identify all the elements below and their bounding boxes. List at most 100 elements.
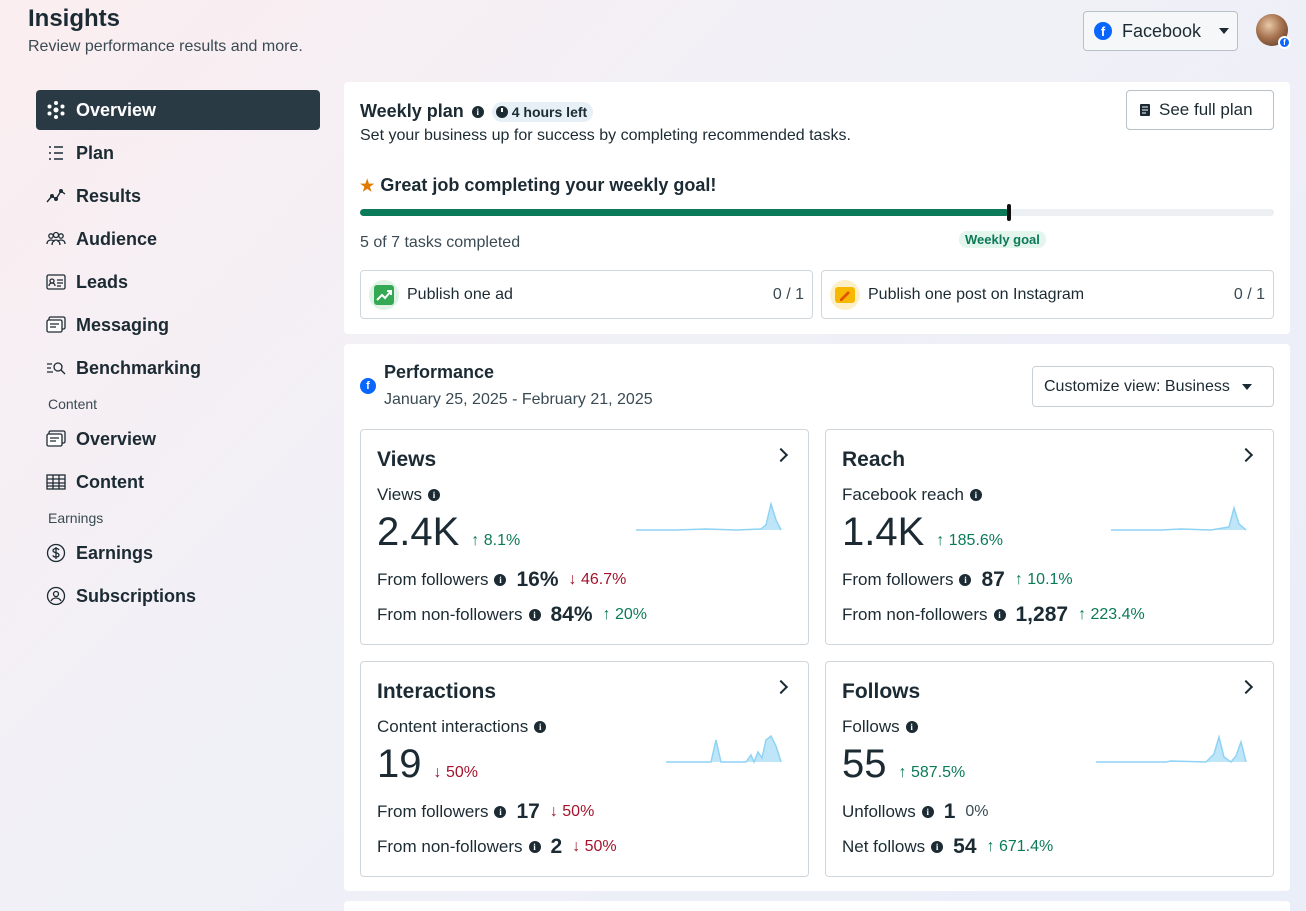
sidebar-item-messaging[interactable]: Messaging (36, 305, 320, 345)
row-label: Net follows (842, 837, 926, 856)
info-icon[interactable]: i (905, 721, 918, 733)
next-card-edge (344, 901, 1290, 911)
caret-down-icon (1241, 383, 1252, 390)
metric-value: 2.4K ↑ 8.1% (377, 510, 520, 555)
from-followers-row: From followers i 16% ↓ 46.7% (377, 568, 626, 592)
metric-label-text: Follows (842, 717, 900, 736)
row-delta: ↓ 50% (549, 803, 595, 820)
info-icon[interactable]: i (494, 574, 507, 586)
info-icon[interactable]: i (921, 806, 934, 818)
sidebar-item-content-overview[interactable]: Overview (36, 419, 320, 459)
info-icon[interactable]: i (969, 489, 982, 501)
row-delta: ↑ 20% (602, 606, 647, 623)
sidebar-item-leads[interactable]: Leads (36, 262, 320, 302)
metric-label: Views i (377, 485, 441, 505)
facebook-icon: f (360, 378, 376, 394)
avatar[interactable]: f (1256, 14, 1291, 49)
net-follows-row: Net follows i 54 ↑ 671.4% (842, 835, 1053, 859)
info-icon[interactable]: i (931, 841, 944, 853)
task-publish-ad[interactable]: Publish one ad 0 / 1 (360, 270, 813, 319)
trending-chart-icon (369, 279, 399, 310)
row-value: 54 (953, 835, 977, 858)
from-non-followers-row: From non-followers i 2 ↓ 50% (377, 835, 617, 859)
info-icon[interactable]: i (494, 806, 507, 818)
subscriptions-icon (46, 586, 66, 606)
content-overview-icon (46, 429, 66, 449)
goal-message-text: Great job completing your weekly goal! (380, 175, 717, 195)
task-label: Publish one post on Instagram (868, 285, 1085, 303)
task-count: 0 / 1 (772, 285, 804, 303)
from-followers-row: From followers i 87 ↑ 10.1% (842, 568, 1073, 592)
star-icon: ★ (360, 177, 375, 195)
reach-card[interactable]: Reach Facebook reach i 1.4K ↑ 185.6% From … (825, 429, 1274, 645)
facebook-badge-icon: f (1278, 36, 1291, 49)
metric-value-number: 19 (377, 742, 422, 786)
metric-delta: ↑ 587.5% (898, 764, 966, 781)
goal-message: ★ Great job completing your weekly goal! (360, 175, 716, 196)
metric-label: Follows i (842, 717, 918, 737)
sidebar-item-subscriptions[interactable]: Subscriptions (36, 576, 320, 616)
row-label: From followers (842, 570, 954, 589)
pencil-post-icon (830, 279, 860, 310)
info-icon[interactable]: i (471, 105, 484, 118)
caret-down-icon (1219, 28, 1230, 34)
facebook-icon: f (1094, 22, 1112, 40)
weekly-plan-card: Weekly plan i 4 hours left Set your busi… (344, 82, 1290, 334)
sidebar-item-label: Overview (76, 428, 157, 449)
card-title: Views (377, 448, 437, 471)
customize-view-dropdown[interactable]: Customize view: Business (1032, 366, 1274, 407)
sidebar-item-label: Benchmarking (76, 357, 202, 378)
row-label: From non-followers (377, 605, 523, 624)
row-value: 2 (550, 835, 563, 858)
info-icon[interactable]: i (528, 609, 541, 621)
interactions-sparkline (666, 734, 782, 764)
benchmarking-icon (46, 358, 66, 378)
info-icon[interactable]: i (528, 841, 541, 853)
sidebar-item-results[interactable]: Results (36, 176, 320, 216)
info-icon[interactable]: i (993, 609, 1006, 621)
content-table-icon (46, 472, 66, 492)
row-value: 17 (516, 800, 540, 823)
platform-label: Facebook (1122, 20, 1202, 41)
section-heading-content: Content (48, 396, 98, 412)
info-icon[interactable]: i (959, 574, 972, 586)
metric-value-number: 2.4K (377, 510, 460, 554)
sidebar-item-label: Leads (76, 271, 129, 292)
card-title: Reach (842, 448, 906, 471)
row-value: 87 (981, 568, 1005, 591)
task-publish-instagram-post[interactable]: Publish one post on Instagram 0 / 1 (821, 270, 1274, 319)
sidebar-item-earnings[interactable]: Earnings (36, 533, 320, 573)
customize-view-label: Customize view: Business (1044, 377, 1230, 395)
platform-selector[interactable]: f Facebook (1083, 11, 1238, 51)
sidebar-item-label: Content (76, 471, 144, 492)
tasks-completed-text: 5 of 7 tasks completed (360, 234, 521, 251)
info-icon[interactable]: i (428, 489, 441, 501)
metric-label-text: Views (377, 485, 423, 504)
sidebar-item-content[interactable]: Content (36, 462, 320, 502)
weekly-plan-heading: Weekly plan i 4 hours left (360, 101, 594, 122)
row-value: 16% (516, 568, 559, 591)
views-card[interactable]: Views Views i 2.4K ↑ 8.1% From followers i 1… (360, 429, 809, 645)
leads-icon (46, 272, 66, 292)
see-full-plan-label: See full plan (1159, 100, 1253, 119)
sidebar-item-label: Messaging (76, 314, 170, 335)
interactions-card[interactable]: Interactions Content interactions i 19 ↓ 5… (360, 661, 809, 877)
follows-card[interactable]: Follows Follows i 55 ↑ 587.5% Unfollows i 1 0… (825, 661, 1274, 877)
progress-fill (360, 209, 1009, 216)
sidebar-item-audience[interactable]: Audience (36, 219, 320, 259)
audience-icon (46, 229, 66, 249)
sidebar-item-benchmarking[interactable]: Benchmarking (36, 348, 320, 388)
clock-icon (495, 105, 508, 118)
info-icon[interactable]: i (534, 721, 547, 733)
see-full-plan-button[interactable]: See full plan (1126, 90, 1274, 130)
row-value: 1,287 (1015, 603, 1069, 626)
chevron-right-icon (1238, 447, 1254, 463)
metric-delta: ↑ 8.1% (471, 532, 521, 549)
sidebar-item-plan[interactable]: Plan (36, 133, 320, 173)
row-delta: 0% (965, 803, 989, 820)
sidebar-item-label: Overview (76, 99, 157, 120)
sidebar-item-overview[interactable]: Overview (36, 90, 320, 130)
weekly-progress-bar (360, 204, 1274, 221)
weekly-plan-title: Weekly plan (360, 101, 464, 121)
row-label: From followers (377, 570, 489, 589)
